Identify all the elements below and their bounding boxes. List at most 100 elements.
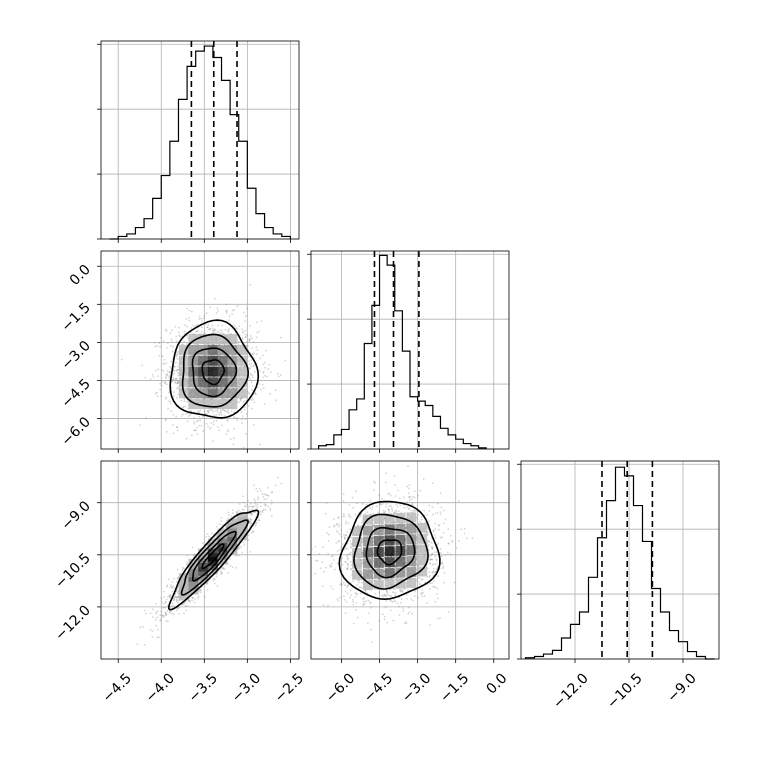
sample-point: [186, 420, 189, 423]
sample-point: [259, 501, 262, 504]
sample-point: [416, 518, 419, 520]
sample-point: [196, 433, 199, 435]
sample-point: [345, 600, 348, 603]
sample-point: [155, 611, 157, 613]
sample-point: [208, 535, 211, 538]
sample-point: [314, 545, 317, 548]
sample-point: [274, 484, 277, 487]
sample-point: [157, 368, 160, 371]
sample-point: [346, 547, 349, 550]
sample-point: [174, 377, 177, 380]
sample-point: [214, 297, 216, 300]
sample-point: [216, 409, 218, 412]
sample-point: [144, 376, 147, 379]
sample-point: [249, 522, 252, 525]
sample-point: [171, 581, 174, 583]
sample-point: [198, 588, 201, 591]
sample-point: [214, 582, 216, 585]
sample-point: [203, 317, 205, 319]
density-cell: [188, 355, 199, 366]
sample-point: [176, 591, 179, 594]
sample-point: [449, 534, 452, 537]
sample-point: [199, 591, 202, 594]
sample-point: [209, 408, 212, 411]
sample-point: [245, 315, 247, 318]
sample-point: [361, 581, 363, 584]
sample-point: [193, 429, 196, 432]
sample-point: [171, 340, 173, 343]
sample-point: [256, 490, 259, 493]
sample-point: [232, 437, 235, 439]
sample-point: [257, 496, 260, 499]
sample-point: [227, 419, 229, 422]
sample-point: [259, 510, 262, 513]
sample-point: [389, 594, 391, 597]
sample-point: [175, 340, 178, 343]
sample-point: [330, 565, 333, 568]
sample-point: [176, 396, 178, 399]
sample-point: [377, 511, 380, 513]
density-cell: [227, 399, 238, 410]
sample-point: [254, 500, 257, 502]
histogram-panel-1: [307, 250, 510, 453]
sample-point: [387, 508, 389, 511]
sample-point: [263, 493, 266, 495]
sample-point: [325, 566, 327, 569]
density-cell: [198, 548, 209, 559]
sample-point: [372, 524, 374, 526]
sample-point: [206, 326, 209, 329]
sample-point: [197, 410, 200, 412]
sample-point: [255, 336, 258, 339]
sample-point: [422, 591, 424, 594]
sample-point: [246, 334, 248, 337]
sample-point: [212, 440, 215, 443]
sample-point: [177, 602, 179, 604]
sample-point: [359, 592, 362, 595]
sample-point: [447, 611, 450, 613]
sample-point: [429, 559, 432, 561]
sample-point: [385, 472, 388, 475]
sample-point: [382, 509, 385, 512]
sample-point: [172, 373, 174, 376]
sample-point: [202, 430, 205, 432]
sample-point: [391, 508, 393, 510]
sample-point: [155, 392, 158, 395]
sample-point: [225, 310, 227, 312]
sample-point: [250, 359, 253, 361]
sample-point: [225, 526, 228, 529]
sample-point: [251, 353, 254, 356]
sample-point: [176, 426, 178, 429]
sample-point: [153, 341, 156, 344]
density-cell: [198, 334, 209, 344]
sample-point: [176, 369, 179, 372]
sample-point: [157, 628, 159, 631]
density-contour: [169, 319, 260, 419]
sample-point: [345, 534, 347, 536]
sample-point: [192, 420, 195, 423]
sample-point: [183, 612, 185, 615]
sample-point: [164, 600, 167, 603]
sample-point: [226, 411, 229, 413]
sample-point: [165, 377, 167, 380]
sample-point: [258, 519, 261, 521]
sample-point: [431, 548, 434, 550]
sample-point: [431, 571, 434, 573]
sample-point: [398, 614, 401, 616]
sample-point: [200, 424, 203, 427]
sample-point: [256, 506, 259, 508]
sample-point: [215, 413, 218, 416]
sample-point: [215, 526, 218, 528]
sample-point: [177, 371, 180, 374]
sample-point: [202, 415, 204, 418]
sample-point: [396, 602, 399, 605]
sample-point: [383, 618, 386, 621]
sample-point: [237, 343, 240, 346]
sample-point: [212, 410, 214, 413]
sample-point: [156, 616, 159, 619]
density-cell: [227, 518, 238, 529]
sample-point: [231, 313, 234, 315]
sample-point: [252, 530, 255, 533]
sample-point: [208, 328, 210, 331]
sample-point: [400, 601, 402, 604]
sample-point: [257, 498, 259, 501]
